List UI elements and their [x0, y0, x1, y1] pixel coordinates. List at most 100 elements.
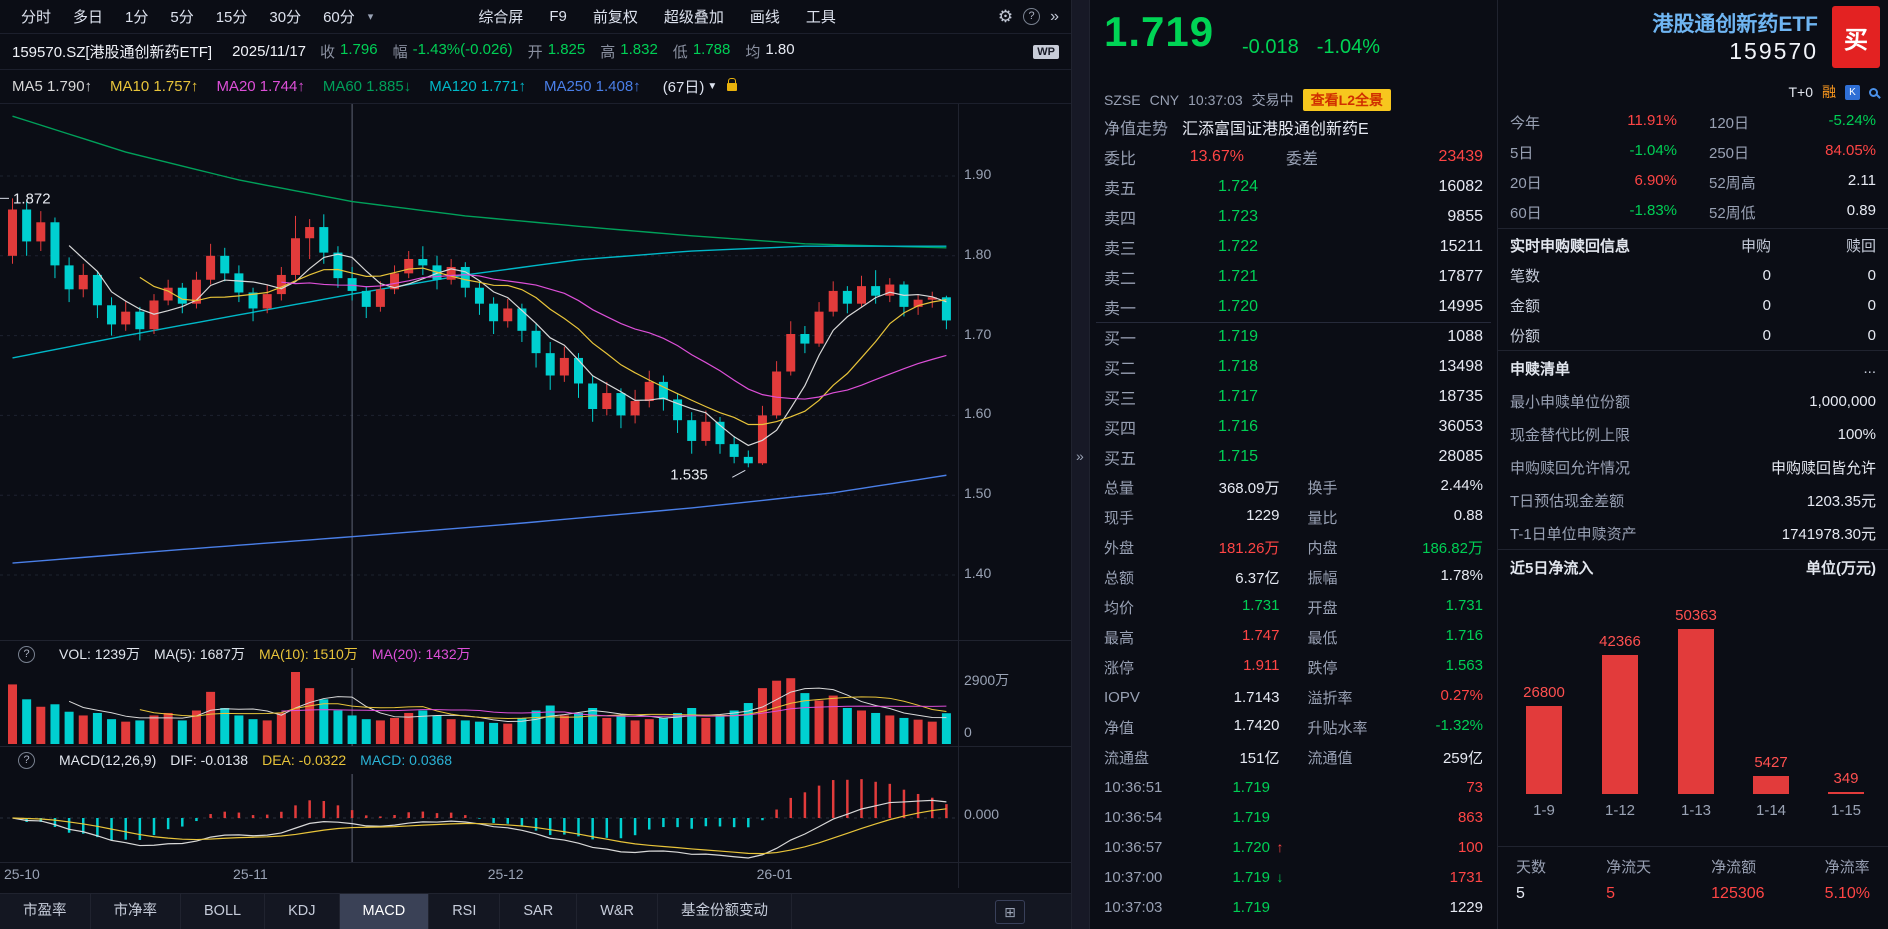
net-inflow-chart: 26800 1-9 42366 1-12 50363 1-13 5427 1-14 349 1-1… — [1498, 582, 1888, 844]
tick-volume: 100 — [1457, 838, 1483, 856]
margin-badge: 融 — [1822, 84, 1836, 100]
l2-view-button[interactable]: 查看L2全景 — [1302, 89, 1391, 111]
perf-value: -5.24% — [1828, 111, 1876, 129]
period-button-多日[interactable]: 多日 — [73, 9, 104, 26]
more-ellipsis-icon[interactable]: ... — [1863, 360, 1876, 377]
flow-summary-col: 净流天 5 — [1606, 856, 1651, 903]
ask-row[interactable]: 卖二 1.721 17877 — [1090, 262, 1497, 292]
ma-range-caret[interactable]: ▼ — [707, 81, 718, 92]
price-change: -0.018 -1.04% — [1242, 36, 1380, 59]
wp-badge[interactable]: WP — [1033, 44, 1059, 59]
level-price: 1.724 — [1217, 178, 1258, 195]
stat-label: 溢折率 — [1307, 689, 1353, 707]
bid-row[interactable]: 买二 1.718 13498 — [1090, 352, 1497, 382]
candlestick-chart[interactable]: 1.872 1.535 — [0, 104, 1071, 640]
level-price: 1.719 — [1217, 328, 1258, 345]
flow-summary-col: 净流额 125306 — [1711, 856, 1764, 903]
list-row-label: 最小申赎单位份额 — [1510, 394, 1631, 411]
price-tick-label: 1.90 — [964, 166, 992, 182]
period-button-60分[interactable]: 60分 — [323, 9, 355, 26]
toolbar-more-icon[interactable]: » — [1050, 7, 1059, 25]
list-row-value: 1,000,000 — [1809, 393, 1876, 410]
level-price: 1.718 — [1217, 358, 1258, 375]
bid-row[interactable]: 买一 1.719 1088 — [1090, 322, 1497, 352]
tick-volume: 863 — [1457, 808, 1483, 826]
stat-row: 涨停 1.911 跌停 1.563 — [1090, 652, 1497, 682]
ask-row[interactable]: 卖一 1.720 14995 — [1090, 292, 1497, 322]
ask-row[interactable]: 卖五 1.724 16082 — [1090, 172, 1497, 202]
expand-panel-icon[interactable]: » — [1076, 448, 1084, 464]
ma-range-label[interactable]: (67日) — [662, 79, 705, 96]
menu-button-画线[interactable]: 画线 — [749, 9, 780, 26]
ohlc-field: 收 1.796 — [320, 41, 378, 62]
stat-cell: 涨停 1.911 — [1104, 657, 1294, 678]
tab-W&R[interactable]: W&R — [577, 894, 659, 929]
menu-button-前复权[interactable]: 前复权 — [592, 9, 638, 26]
price-tick-label: 1.50 — [964, 485, 992, 502]
ask-row[interactable]: 卖四 1.723 9855 — [1090, 202, 1497, 232]
tab-市盈率[interactable]: 市盈率 — [0, 894, 91, 929]
collapse-strip[interactable]: » — [1071, 0, 1090, 929]
tab-基金份额变动[interactable]: 基金份额变动 — [658, 894, 793, 929]
tab-KDJ[interactable]: KDJ — [265, 894, 340, 929]
kline-icon[interactable]: K — [1845, 84, 1860, 100]
stat-row: 总额 6.37亿 振幅 1.78% — [1090, 562, 1497, 592]
bid-row[interactable]: 买四 1.716 36053 — [1090, 412, 1497, 442]
tab-RSI[interactable]: RSI — [429, 894, 501, 929]
weibi-label: 委比 — [1104, 151, 1137, 168]
tick-volume: 73 — [1466, 778, 1483, 796]
tab-BOLL[interactable]: BOLL — [181, 894, 266, 929]
period-button-5分[interactable]: 5分 — [170, 9, 194, 26]
stat-cell: 外盘 181.26万 — [1104, 537, 1294, 558]
menu-button-综合屏[interactable]: 综合屏 — [478, 9, 524, 26]
period-button-30分[interactable]: 30分 — [269, 9, 302, 26]
stat-label: 流通值 — [1307, 749, 1353, 767]
bid-row[interactable]: 买三 1.717 18735 — [1090, 382, 1497, 412]
level-label: 买五 — [1104, 451, 1137, 468]
stat-cell: 最低 1.716 — [1294, 627, 1484, 648]
x-axis-label: 25-12 — [487, 866, 524, 882]
perf-cell: 250日 84.05% — [1693, 142, 1876, 163]
perf-label: 60日 — [1510, 204, 1542, 222]
tab-市净率[interactable]: 市净率 — [91, 894, 181, 929]
perf-value: 0.89 — [1846, 201, 1876, 219]
gear-icon[interactable]: ⚙ — [997, 6, 1014, 26]
stat-row: 流通盘 151亿 流通值 259亿 — [1090, 742, 1497, 772]
perf-cell: 60日 -1.83% — [1510, 202, 1693, 223]
menu-button-工具[interactable]: 工具 — [805, 9, 836, 26]
flow-summary-value: 5 — [1516, 885, 1525, 902]
period-button-1分[interactable]: 1分 — [125, 9, 149, 26]
tab-MACD[interactable]: MACD — [339, 894, 430, 929]
help-icon[interactable]: ? — [18, 751, 35, 769]
period-button-分时[interactable]: 分时 — [21, 9, 52, 26]
volume-chart[interactable] — [0, 668, 1071, 746]
list-row-label: 申购赎回允许情况 — [1510, 460, 1631, 477]
tab-SAR[interactable]: SAR — [500, 894, 578, 929]
stat-value: 1.731 — [1241, 596, 1280, 614]
nav-row[interactable]: 净值走势 汇添富国证港股通创新药E — [1090, 112, 1497, 142]
ask-row[interactable]: 卖三 1.722 15211 — [1090, 232, 1497, 262]
macd-chart[interactable] — [0, 774, 1071, 862]
level-label: 卖四 — [1104, 211, 1137, 228]
lock-icon[interactable] — [727, 77, 738, 91]
period-dropdown-caret[interactable]: ▾ — [367, 11, 374, 23]
menu-button-F9[interactable]: F9 — [549, 8, 567, 25]
stat-label: 换手 — [1307, 479, 1338, 497]
net-inflow-title: 近5日净流入 — [1510, 559, 1594, 577]
help-icon[interactable]: ? — [18, 645, 35, 663]
menu-button-超级叠加[interactable]: 超级叠加 — [663, 9, 724, 26]
add-indicator-button[interactable]: ⊞ — [995, 899, 1025, 924]
stat-label: 升贴水率 — [1307, 719, 1368, 737]
help-icon[interactable]: ? — [1023, 8, 1041, 25]
bid-row[interactable]: 买五 1.715 28085 — [1090, 442, 1497, 472]
field-value: -1.43%(-0.026) — [412, 41, 513, 58]
search-icon[interactable] — [1869, 87, 1878, 97]
exchange-label: SZSE — [1104, 92, 1141, 108]
svg-text:1.535: 1.535 — [670, 466, 708, 483]
stat-cell: 均价 1.731 — [1104, 597, 1294, 618]
time-and-sales: 10:36:51 1.719 73 10:36:54 1.719 863 10:36:57 1… — [1090, 772, 1497, 922]
ohlc-field: 幅 -1.43%(-0.026) — [393, 41, 513, 62]
order-imbalance-row: 委比 13.67% 委差 23439 — [1090, 142, 1497, 172]
buy-button[interactable]: 买 — [1832, 6, 1880, 68]
period-button-15分[interactable]: 15分 — [215, 9, 248, 26]
